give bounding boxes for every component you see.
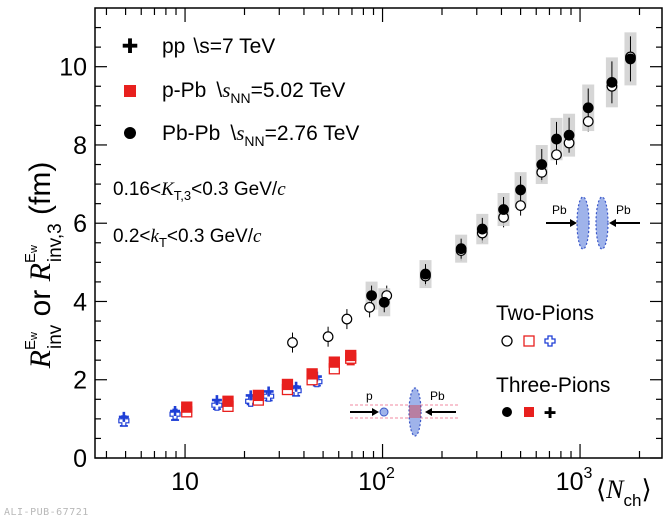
legend-pbpb: Pb-Pb \sNN=2.76 TeV [124,121,359,149]
data-point [455,243,467,255]
data-point [515,184,526,196]
data-point [281,378,294,391]
data-point [287,337,298,348]
data-point [181,401,193,413]
data-point [606,76,618,88]
publication-id: ALI-PUB-67721 [4,507,89,518]
legend: ✚ pp \s=7 TeV p-Pb \sNN=5.02 TeV Pb-Pb \sNN… [122,35,360,149]
y-tick-label: 8 [73,132,87,160]
data-point [341,313,353,325]
data-point [211,395,222,406]
data-point [563,129,575,141]
annotation-kt: 0.2<kT<0.3 GeV/c [113,226,262,250]
marker-type-legend: Two-Pions Three-Pions ✚ [496,302,610,422]
data-point [551,149,562,161]
svg-text:Pb-Pb\sNN=2.76 TeV: Pb-Pb \sNN=2.76 TeV [162,121,359,149]
svg-text:✚: ✚ [544,405,557,422]
x-tick-label: 103 [556,465,593,496]
y-tick-label: 0 [73,445,87,473]
data-point [252,389,264,402]
data-point [263,386,274,397]
svg-text:Pb: Pb [616,203,631,217]
x-axis-label: ⟨Nch⟩ [596,474,652,510]
ppb-collision-inset: p Pb [350,387,460,437]
data-point [345,349,357,362]
data-point [211,399,223,411]
annotation-kt3: 0.16<KT,3<0.3 GeV/c [113,179,286,203]
data-point [498,204,509,215]
data-point [328,356,340,368]
data-point [582,102,594,114]
data-point [476,223,488,235]
data-point [170,406,181,417]
x-tick-label: 10 [171,468,199,496]
data-point [582,116,594,127]
data-point [515,200,526,212]
y-tick-label: 6 [73,210,87,238]
pbpb-collision-inset: Pb Pb [546,196,640,250]
data-point [625,53,636,65]
svg-text:p-Pb\sNN=5.02 TeV: p-Pb \sNN=5.02 TeV [162,78,345,106]
svg-text:pp\s=7 TeV: pp \s=7 TeV [162,35,275,58]
y-tick-label: 10 [59,54,87,82]
data-point [222,395,234,407]
svg-text:Pb: Pb [552,203,567,217]
svg-text:Three-Pions: Three-Pions [496,374,610,397]
svg-text:Two-Pions: Two-Pions [496,302,594,325]
data-point [536,159,548,170]
data-point [364,301,376,313]
axis-ticks: 0 2 4 6 8 10 10 102 103 [59,8,662,496]
y-tick-label: 4 [73,288,87,316]
x-tick-label: 102 [358,465,395,496]
svg-text:✚: ✚ [122,36,139,58]
data-point [366,290,377,302]
data-points [118,51,636,427]
data-point [118,411,129,422]
data-point [420,268,431,280]
data-point [551,133,562,145]
svg-text:p: p [366,389,373,403]
svg-text:Pb: Pb [430,389,445,403]
data-point [322,331,334,343]
y-tick-label: 2 [73,367,87,395]
y-axis-label: REw inv or REw inv,3 (fm) [22,162,66,370]
data-point [378,296,390,308]
legend-pp: ✚ pp \s=7 TeV [122,35,276,58]
data-point [306,368,318,380]
plot-frame [94,7,663,459]
legend-ppb: p-Pb \sNN=5.02 TeV [124,78,345,106]
